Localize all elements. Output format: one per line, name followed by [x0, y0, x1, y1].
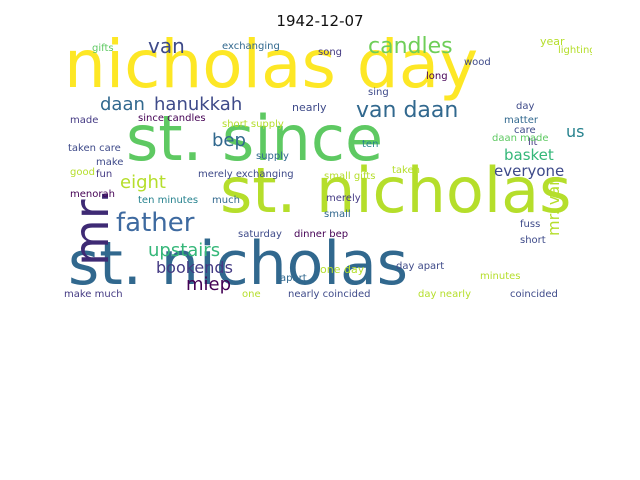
word-good: good [70, 167, 95, 178]
word-miep: miep [186, 274, 232, 295]
word-sing: sing [368, 87, 389, 98]
word-one: one [242, 289, 261, 300]
word-day: day [516, 101, 535, 112]
word-much: much [212, 195, 240, 206]
word-apart: apart [280, 273, 307, 284]
word-eight: eight [120, 172, 166, 193]
word-minutes: minutes [480, 271, 521, 282]
word-nearly: nearly [292, 101, 327, 114]
word-small: small [324, 209, 351, 220]
word-exchanging: exchanging [222, 41, 280, 52]
word-taken-care: taken care [68, 143, 121, 154]
word-made: made [70, 115, 99, 126]
word-since-candles: since candles [138, 113, 206, 124]
word-upstairs: upstairs [148, 240, 221, 261]
word-coincided: coincided [510, 289, 558, 300]
word-one-day: one day [320, 263, 365, 276]
word-nicholas-day: nicholas day [64, 36, 479, 103]
word-van-daan: van daan [356, 98, 459, 123]
word-song: song [318, 47, 343, 58]
word-ten-minutes: ten minutes [138, 195, 199, 206]
word-everyone: everyone [494, 162, 565, 180]
word-cloud: nicholas day st. since st. nicholas st. … [62, 36, 592, 304]
word-daan-made: daan made [492, 133, 549, 144]
word-merely-exchanging: merely exchanging [198, 169, 294, 180]
word-ten: ten [362, 139, 379, 150]
word-taken: taken [392, 165, 420, 176]
word-candles: candles [368, 36, 453, 59]
word-small-gifts: small gifts [324, 171, 376, 182]
word-fuss: fuss [520, 219, 541, 230]
word-st-nicholas-bottom: st. nicholas [68, 229, 409, 299]
word-merely: merely [326, 193, 361, 204]
word-dinner-bep: dinner bep [294, 229, 349, 240]
word-matter: matter [504, 115, 538, 126]
word-fun: fun [96, 169, 113, 180]
word-nearly-coincided: nearly coincided [288, 289, 371, 300]
word-van: van [148, 36, 185, 58]
word-us: us [566, 122, 585, 141]
word-make-much: make much [64, 289, 123, 300]
word-menorah: menorah [70, 189, 115, 200]
word-short-supply: short supply [222, 119, 284, 130]
word-care: care [514, 125, 536, 136]
word-father: father [116, 208, 195, 238]
figure-title: 1942-12-07 [276, 12, 364, 30]
word-st-nicholas-large: st. nicholas [220, 154, 572, 227]
word-wood: wood [464, 57, 491, 68]
word-hanukkah: hanukkah [154, 94, 243, 115]
word-bep: bep [212, 130, 246, 151]
word-gifts: gifts [92, 43, 114, 54]
word-long: long [426, 71, 448, 82]
word-daan: daan [100, 94, 145, 115]
word-mr-vertical: mr. [64, 188, 120, 266]
word-mr-van: mr. van [544, 175, 563, 236]
word-day-apart: day apart [396, 261, 445, 272]
word-bookends: bookends [156, 258, 233, 277]
word-saturday: saturday [238, 229, 282, 240]
word-basket: basket [504, 146, 554, 164]
word-short: short [520, 235, 546, 246]
word-year: year [540, 36, 565, 48]
word-day-nearly: day nearly [418, 289, 471, 300]
word-lit: lit [528, 137, 538, 148]
word-lighting: lighting [558, 45, 592, 56]
word-st-since: st. since [126, 102, 384, 175]
word-supply: supply [256, 151, 289, 162]
word-make: make [96, 157, 124, 168]
